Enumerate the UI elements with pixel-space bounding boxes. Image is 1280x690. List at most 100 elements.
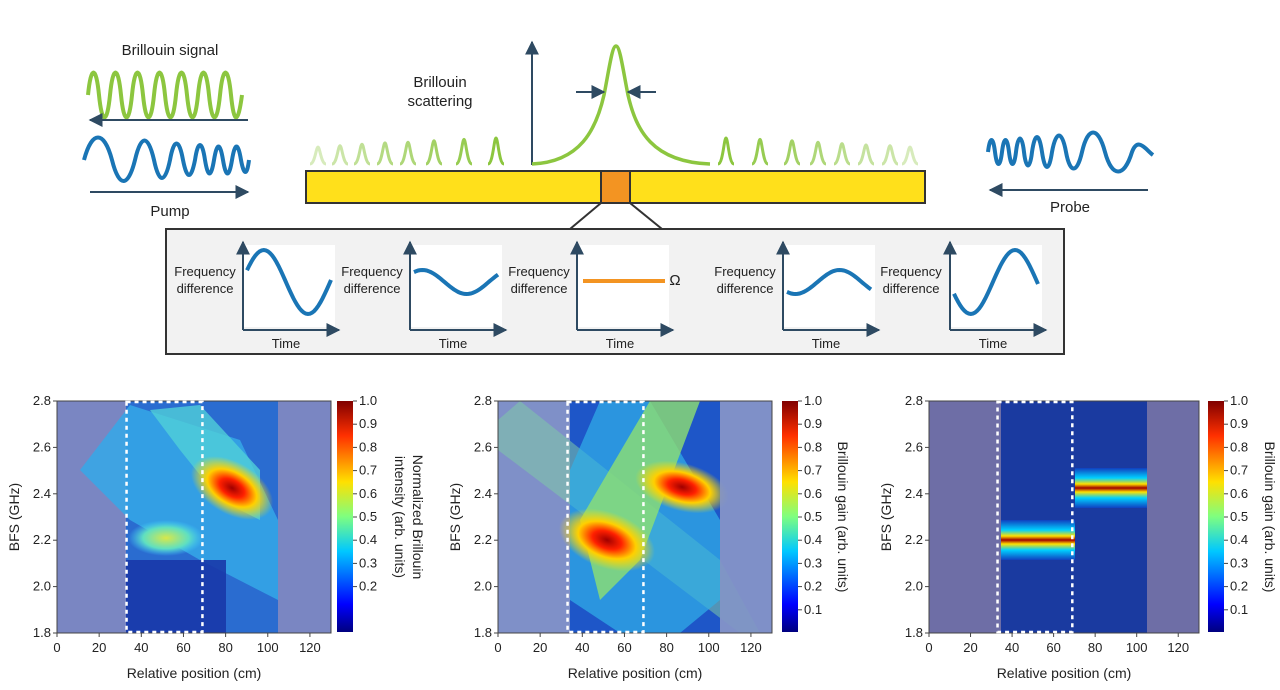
colorbar-tick-label: 0.3 bbox=[804, 555, 822, 570]
inset-curve bbox=[952, 247, 1040, 317]
brillouin-signal-wave bbox=[86, 70, 244, 120]
sideband-peak bbox=[425, 139, 443, 166]
sideband-peak bbox=[331, 144, 349, 166]
dashed-region bbox=[125, 400, 204, 634]
omega-label: Ω bbox=[669, 272, 680, 289]
inset-xlabel: Time bbox=[439, 336, 467, 351]
inset-plot-bg bbox=[577, 245, 669, 327]
y-tick-label: 2.4 bbox=[905, 486, 923, 501]
y-tick-label: 2.8 bbox=[474, 393, 492, 408]
sideband-peak bbox=[487, 136, 505, 166]
colorbar-tick-label: 0.8 bbox=[359, 439, 377, 454]
inset-ylabel-line2: difference bbox=[344, 281, 401, 296]
schematic: Brillouin signal Pump Brillouin scatteri… bbox=[82, 40, 1155, 230]
inset-ylabel-line1: Frequency bbox=[174, 264, 236, 279]
probe-label: Probe bbox=[1050, 199, 1090, 216]
inset-ylabel-line1: Frequency bbox=[341, 264, 403, 279]
sideband-peak bbox=[901, 145, 919, 166]
sideband-peak bbox=[857, 143, 875, 166]
heatmap-active-region bbox=[1001, 401, 1147, 633]
inset-panel: Frequency difference Time bbox=[880, 240, 1048, 351]
colorbar-tick-label: 0.6 bbox=[1230, 486, 1248, 501]
x-tick-label: 100 bbox=[257, 640, 279, 655]
brillouin-peak bbox=[531, 44, 711, 166]
sideband-peak bbox=[399, 140, 417, 166]
x-tick-label: 60 bbox=[1046, 640, 1060, 655]
colorbar-tick-label: 0.4 bbox=[1230, 532, 1248, 547]
colorbar-tick-label: 0.1 bbox=[1230, 602, 1248, 617]
peak-low-band bbox=[1001, 520, 1075, 560]
x-tick-label: 0 bbox=[53, 640, 60, 655]
x-tick-label: 80 bbox=[659, 640, 673, 655]
y-tick-label: 2.4 bbox=[33, 486, 51, 501]
peak-high-band bbox=[1075, 468, 1147, 508]
x-tick-label: 120 bbox=[740, 640, 762, 655]
sideband-peak bbox=[809, 140, 827, 166]
y-axis-label: BFS (GHz) bbox=[6, 483, 22, 551]
sideband-peak bbox=[455, 137, 473, 166]
zoom-line-right bbox=[629, 202, 663, 230]
inset-ylabel-line2: difference bbox=[511, 281, 568, 296]
colorbar-tick-label: 0.5 bbox=[1230, 509, 1248, 524]
colorbar-tick-label: 0.9 bbox=[804, 416, 822, 431]
sideband-peak bbox=[751, 137, 769, 166]
inset-curve bbox=[413, 267, 500, 297]
scattering-label-line1: Brillouin bbox=[413, 74, 466, 91]
heatmap-outer-region bbox=[720, 401, 772, 633]
colorbar-label-line1: Normalized Brillouin bbox=[410, 455, 426, 580]
x-tick-label: 100 bbox=[698, 640, 720, 655]
colorbar-tick-label: 0.2 bbox=[359, 579, 377, 594]
x-tick-label: 60 bbox=[617, 640, 631, 655]
y-axis-label: BFS (GHz) bbox=[447, 483, 463, 551]
colorbar-tick-label: 1.0 bbox=[359, 393, 377, 408]
x-tick-label: 120 bbox=[1167, 640, 1189, 655]
colorbar bbox=[782, 401, 798, 632]
inset-plot-bg bbox=[783, 245, 875, 327]
colorbar-tick-label: 0.6 bbox=[359, 486, 377, 501]
heatmap-measured: 0 20 40 60 80 100 120 1.8 2.0 2.2 2.4 2.6 2.8 Relativ… bbox=[6, 393, 426, 681]
inset-curve bbox=[786, 267, 873, 297]
y-tick-label: 2.6 bbox=[33, 439, 51, 454]
probe-wave bbox=[986, 130, 1155, 174]
inset-ylabel-line2: difference bbox=[717, 281, 774, 296]
pump-wave bbox=[82, 135, 251, 183]
brillouin-signal-label: Brillouin signal bbox=[122, 42, 219, 59]
colorbar-tick-label: 0.4 bbox=[359, 532, 377, 547]
inset-panel: Frequency difference Time Ω bbox=[508, 240, 681, 351]
peak-low bbox=[559, 508, 655, 572]
x-tick-label: 0 bbox=[494, 640, 501, 655]
x-axis-label: Relative position (cm) bbox=[568, 665, 703, 681]
x-tick-label: 100 bbox=[1126, 640, 1148, 655]
colorbar-tick-label: 0.5 bbox=[804, 509, 822, 524]
inset-curve bbox=[245, 247, 333, 317]
colorbar-tick-label: 1.0 bbox=[1230, 393, 1248, 408]
colorbar-tick-label: 0.3 bbox=[1230, 555, 1248, 570]
colorbar-tick-label: 0.4 bbox=[804, 532, 822, 547]
x-tick-label: 20 bbox=[533, 640, 547, 655]
inset-xlabel: Time bbox=[979, 336, 1007, 351]
colorbar-tick-label: 0.8 bbox=[804, 439, 822, 454]
inset-panel: Frequency difference Time bbox=[341, 240, 508, 351]
x-tick-label: 40 bbox=[1005, 640, 1019, 655]
inset-panel: Frequency difference Time bbox=[174, 240, 341, 351]
scattering-label-line2: scattering bbox=[407, 93, 472, 110]
y-tick-label: 2.0 bbox=[474, 579, 492, 594]
y-tick-label: 2.0 bbox=[905, 579, 923, 594]
peak-high bbox=[635, 460, 729, 514]
x-tick-label: 80 bbox=[218, 640, 232, 655]
inset-ylabel-line2: difference bbox=[177, 281, 234, 296]
colorbar-tick-label: 0.8 bbox=[1230, 439, 1248, 454]
colorbar-tick-label: 0.9 bbox=[359, 416, 377, 431]
colorbar-tick-label: 0.6 bbox=[804, 486, 822, 501]
x-axis-label: Relative position (cm) bbox=[127, 665, 262, 681]
inset-ylabel-line1: Frequency bbox=[714, 264, 776, 279]
colorbar-tick-label: 0.1 bbox=[804, 602, 822, 617]
y-tick-label: 2.2 bbox=[33, 532, 51, 547]
y-axis-label: BFS (GHz) bbox=[878, 483, 894, 551]
colorbar-tick-label: 0.2 bbox=[1230, 579, 1248, 594]
inset-xlabel: Time bbox=[812, 336, 840, 351]
y-tick-label: 1.8 bbox=[474, 625, 492, 640]
colorbar bbox=[337, 401, 353, 632]
inset-plot-bg bbox=[410, 245, 502, 327]
